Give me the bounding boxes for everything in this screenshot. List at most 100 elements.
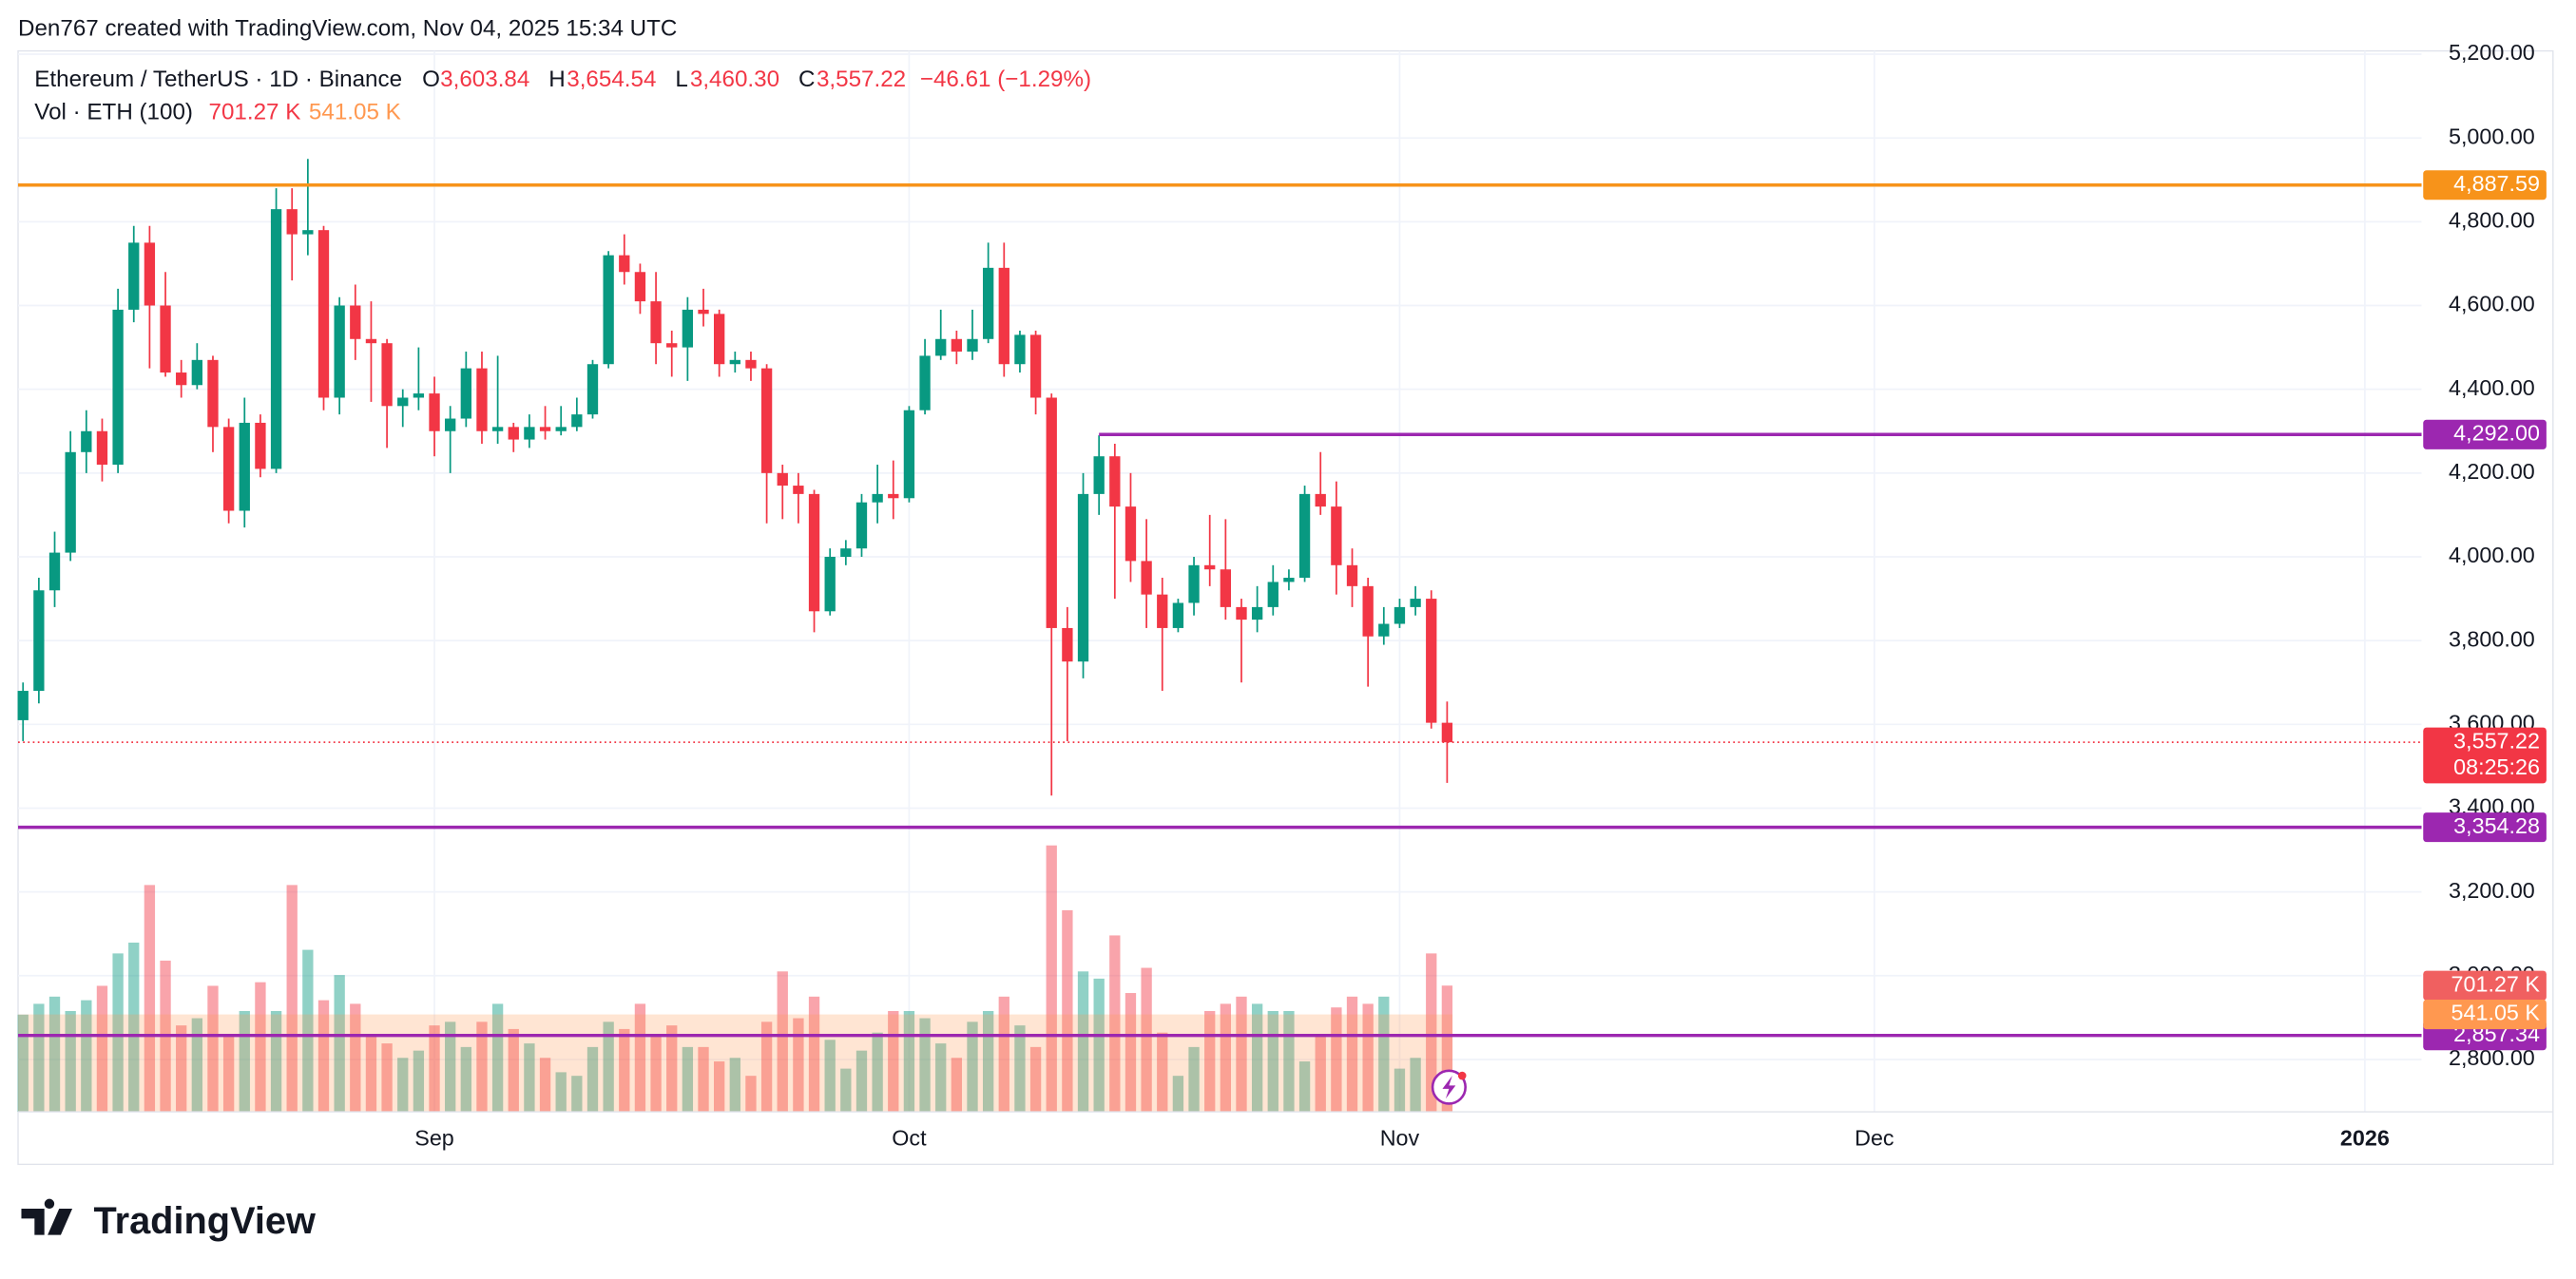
y-tick-label: 5,000.00 [2449,124,2535,148]
candle-body [1062,627,1073,662]
candle-body [96,430,108,466]
candle-body [1441,722,1453,743]
volume-ma-tag [2423,1000,2547,1030]
volume-bar [317,1000,330,1113]
volume-bar [982,1010,994,1113]
candle-body [397,397,409,407]
volume-bar [1093,978,1105,1113]
volume-bar [207,985,219,1113]
alert-dot [1457,1071,1467,1080]
candle-body [539,427,551,431]
candle-body [1141,561,1152,595]
candle-body [808,493,820,612]
legend-high: 3,654.54 [567,67,656,92]
y-tick-label: 4,000.00 [2449,543,2535,567]
candle-body [998,267,1009,365]
volume-bar [460,1046,471,1113]
volume-bar [888,1010,899,1113]
volume-bar [666,1025,678,1113]
volume-bar [1315,1036,1326,1113]
candle-body [571,414,583,428]
candle-body [1236,606,1247,620]
candle-body [1014,334,1026,365]
volume-bar [270,1010,282,1113]
x-tick-label: 2026 [2340,1126,2390,1151]
volume-bar [255,982,266,1113]
candle-body [445,418,456,431]
candle-body [317,230,330,398]
volume-bar [808,996,820,1113]
volume-tag-label: 701.27 K [2451,971,2541,996]
candle-body [1172,602,1184,628]
volume-bar [1251,1003,1263,1113]
volume-bar [698,1046,709,1113]
y-tick-label: 3,200.00 [2449,878,2535,903]
volume-bar [650,1036,662,1113]
volume-bar [998,996,1009,1113]
level-layer [18,183,2422,1038]
candle-body [176,372,187,386]
logo [21,1198,73,1235]
candle-body [160,305,171,373]
candle-body [429,393,440,431]
candle-body [951,338,963,353]
candle-body [524,427,535,440]
candle-body [1378,623,1390,637]
candle-body [919,355,931,410]
candle-body [793,486,804,494]
candle-body [1410,599,1421,607]
volume-bar [1441,985,1453,1113]
volume-bar [555,1072,567,1113]
candle-body [982,267,994,339]
volume-tag [2423,970,2547,1001]
candle-body [1157,594,1168,628]
candle-body [112,309,124,466]
volume-bar [222,1036,235,1113]
candle-body [603,255,614,365]
legend-volume-name: Vol · ETH (100) [34,100,193,125]
volume-bar [919,1018,931,1113]
candle-body [729,359,740,365]
volume-bar [1077,971,1089,1113]
volume-bar [65,1010,76,1113]
candle-body [350,305,361,339]
candle-body [1125,506,1137,562]
volume-bar [1426,953,1437,1113]
candle-body [760,368,773,473]
volume-bar [1378,996,1390,1113]
candle-body [855,502,868,549]
candle-body [17,691,29,720]
volume-bar [1125,993,1137,1113]
y-tick-label: 3,800.00 [2449,626,2535,651]
last-price-tag-label: 3,557.22 [2453,728,2540,753]
header: Den767 created with TradingView.com, Nov… [18,16,677,42]
volume-bar [48,996,61,1113]
y-tick-label: 4,200.00 [2449,459,2535,484]
x-tick-label: Oct [892,1126,927,1151]
legend-low: 3,460.30 [690,67,779,92]
candle-body [270,209,282,469]
volume-bar [539,1058,551,1113]
y-tick-label: 5,200.00 [2449,40,2535,65]
volume-bar [729,1058,740,1113]
candle-body [555,427,567,431]
volume-bar [1188,1046,1200,1113]
level-tag [2423,170,2547,200]
y-tick-label: 4,800.00 [2449,208,2535,233]
candle-body [1188,564,1200,603]
volume-bar [429,1025,440,1113]
legend-o: O [422,67,440,92]
candle-body [476,368,488,431]
volume-bar [176,1025,187,1113]
volume-bar [144,885,156,1113]
volume-bar [1346,996,1358,1113]
volume-bar [1298,1061,1311,1113]
volume-ma-tag-label: 541.05 K [2451,1001,2541,1025]
candle-body [872,493,883,503]
logo-mark [21,1198,73,1235]
legend-volume: 701.27 K [209,100,301,125]
volume-bar [334,975,345,1113]
candle-body [222,427,235,511]
candle-body [1251,606,1263,620]
y-tick-label: 4,400.00 [2449,375,2535,400]
